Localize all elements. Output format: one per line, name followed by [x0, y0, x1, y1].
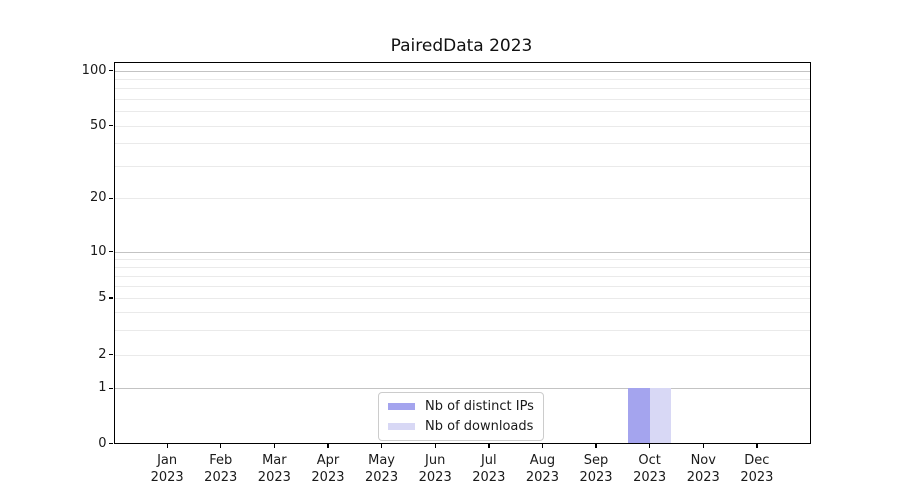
y-tick — [108, 197, 113, 199]
x-tick-label-year: 2023 — [579, 469, 613, 485]
x-tick-label-year: 2023 — [204, 469, 238, 485]
x-tick-label-month: Dec — [744, 452, 770, 468]
x-tick — [220, 443, 222, 448]
y-tick-label: 2 — [98, 346, 107, 362]
gridline-major — [113, 251, 811, 253]
legend-swatch — [388, 402, 415, 410]
x-tick-label-year: 2023 — [633, 469, 667, 485]
y-tick — [108, 124, 113, 127]
y-tick-label: 5 — [98, 290, 107, 305]
x-tick — [273, 443, 276, 448]
x-tick — [488, 443, 490, 448]
gridline-minor — [113, 275, 811, 277]
legend-entry: Nb of distinct IPs — [388, 397, 534, 416]
x-tick-label-year: 2023 — [740, 469, 774, 485]
x-tick-label: Feb 2023 — [189, 452, 253, 486]
y-tick-label: 1 — [98, 380, 107, 396]
x-tick — [166, 443, 168, 448]
gridline-minor — [113, 125, 811, 127]
legend-label: Nb of distinct IPs — [425, 398, 534, 414]
x-tick-label: May 2023 — [350, 452, 414, 486]
y-tick-label: 0 — [98, 435, 107, 451]
x-tick — [327, 443, 329, 448]
x-tick-label: Jul 2023 — [457, 452, 521, 486]
gridline-minor — [113, 166, 811, 168]
plot-area — [113, 61, 811, 444]
legend-swatch — [388, 422, 415, 430]
y-tick — [108, 69, 113, 72]
x-tick-label: Aug 2023 — [510, 452, 574, 486]
x-tick-label-year: 2023 — [418, 469, 452, 485]
gridline-major — [113, 70, 811, 72]
gridline-minor — [113, 88, 811, 90]
x-tick — [756, 443, 758, 448]
y-tick-label: 20 — [89, 190, 107, 206]
x-tick — [702, 443, 704, 448]
y-tick — [108, 297, 113, 299]
x-tick-label: Jun 2023 — [403, 452, 467, 486]
gridline-minor — [113, 258, 811, 260]
gridline-major — [113, 388, 811, 390]
x-tick — [541, 443, 544, 448]
gridline-minor — [113, 143, 811, 145]
x-tick-label-month: Sep — [583, 452, 609, 468]
x-tick-label-year: 2023 — [365, 469, 399, 485]
x-tick-label-year: 2023 — [257, 469, 291, 485]
x-tick-label-month: Feb — [209, 452, 233, 468]
legend-label: Nb of downloads — [425, 418, 534, 434]
x-tick-label-month: Jan — [157, 452, 178, 468]
x-tick-label-month: Aug — [529, 452, 556, 468]
y-tick-label: 100 — [81, 62, 107, 78]
gridline-minor — [113, 98, 811, 100]
gridline-minor — [113, 311, 811, 313]
plot-background — [113, 62, 811, 444]
x-tick — [649, 443, 651, 448]
x-tick-label: Sep 2023 — [564, 452, 628, 486]
legend: Nb of distinct IPs Nb of downloads — [378, 391, 544, 441]
x-tick-label-year: 2023 — [311, 469, 345, 485]
x-tick-label: Nov 2023 — [671, 452, 735, 486]
gridline-minor — [113, 198, 811, 200]
x-tick — [434, 443, 436, 448]
y-tick — [108, 387, 113, 389]
y-tick-label: 10 — [89, 243, 107, 259]
bar — [628, 388, 650, 444]
gridline-minor — [113, 78, 811, 80]
gridline-minor — [113, 329, 811, 331]
x-tick-label: Dec 2023 — [725, 452, 789, 486]
x-tick-label-month: Jun — [425, 452, 446, 468]
x-tick-label-month: Apr — [316, 452, 340, 468]
x-tick-label-month: Nov — [690, 452, 716, 468]
y-tick — [108, 442, 113, 445]
gridline-minor — [113, 111, 811, 113]
gridline-minor — [113, 285, 811, 287]
x-tick-label-month: Oct — [638, 452, 661, 468]
x-tick-label: Oct 2023 — [618, 452, 682, 486]
x-tick-label: Jan 2023 — [135, 452, 199, 486]
gridline-minor — [113, 298, 811, 299]
x-tick-label-month: Mar — [262, 452, 287, 468]
bar — [649, 388, 672, 444]
x-tick-label-month: Jul — [480, 452, 497, 468]
y-tick — [108, 354, 113, 356]
x-tick — [595, 443, 597, 448]
x-tick-label: Apr 2023 — [296, 452, 360, 486]
x-tick-label-year: 2023 — [686, 469, 720, 485]
x-tick-label-month: May — [368, 452, 395, 468]
x-tick — [380, 443, 383, 448]
legend-entry: Nb of downloads — [388, 417, 534, 436]
y-tick — [108, 251, 113, 253]
x-tick-label-year: 2023 — [472, 469, 506, 485]
x-tick-label-year: 2023 — [525, 469, 559, 485]
chart-title: PairedData 2023 — [390, 36, 533, 56]
x-tick-label: Mar 2023 — [242, 452, 306, 486]
x-tick-label-year: 2023 — [150, 469, 184, 485]
gridline-minor — [113, 266, 811, 268]
y-tick-label: 50 — [89, 117, 107, 133]
gridline-minor — [113, 354, 811, 356]
